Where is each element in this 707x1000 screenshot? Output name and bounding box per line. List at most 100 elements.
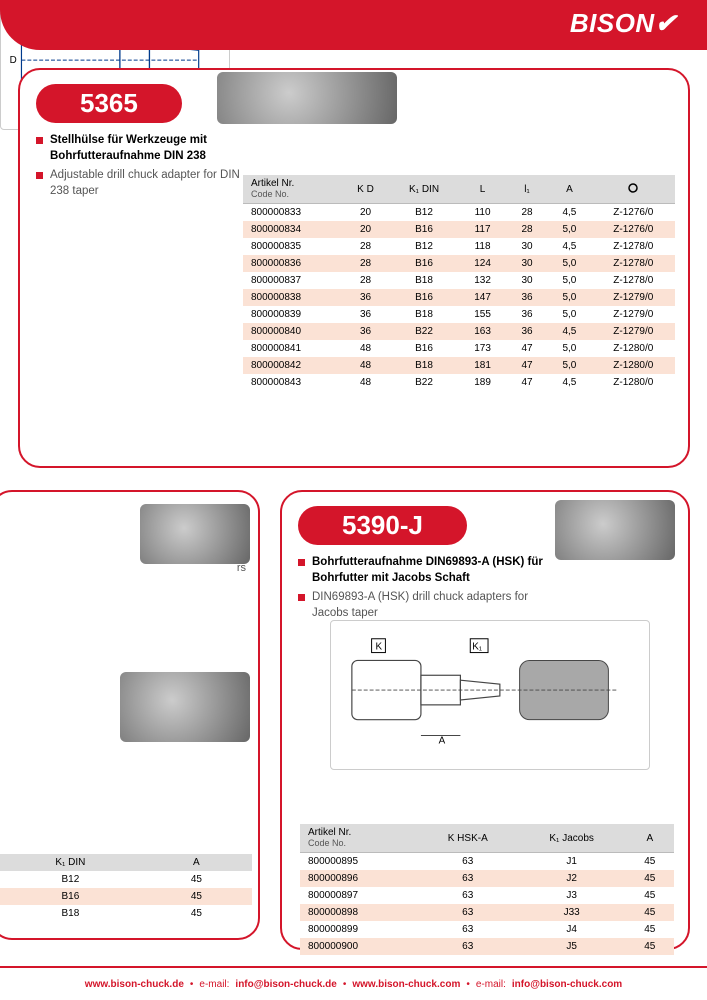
table-cell: B18 — [390, 357, 458, 374]
product-photo-partial-top — [140, 504, 250, 564]
table-5365: Artikel Nr. Code No. K D K₁ DIN L l₁ A 8… — [243, 175, 675, 391]
table-cell: B16 — [390, 255, 458, 272]
col-artikel: Artikel Nr. Code No. — [300, 824, 418, 853]
table-cell: 4,5 — [547, 238, 591, 255]
table-cell: 800000897 — [300, 887, 418, 904]
col-A: A — [141, 854, 252, 871]
table-cell: 5,0 — [547, 272, 591, 289]
footer-site2[interactable]: www.bison-chuck.com — [352, 979, 460, 990]
product-photo-5365 — [217, 72, 397, 124]
table-cell: 20 — [341, 221, 390, 238]
table-cell: 118 — [458, 238, 507, 255]
table-cell: 5,0 — [547, 357, 591, 374]
table-cell: 45 — [626, 870, 674, 887]
table-cell: 30 — [507, 238, 547, 255]
footer-email1[interactable]: info@bison-chuck.de — [235, 979, 336, 990]
table-cell: 47 — [507, 357, 547, 374]
bullet-icon — [298, 559, 305, 566]
table-cell: B16 — [390, 289, 458, 306]
table-cell: B18 — [0, 905, 141, 922]
table-row: B1645 — [0, 888, 252, 905]
desc-de: Stellhülse für Werkzeuge mit Bohrfuttera… — [50, 133, 260, 164]
table-cell: Z-1276/0 — [592, 204, 675, 222]
table-cell: 4,5 — [547, 374, 591, 391]
table-cell: 147 — [458, 289, 507, 306]
table-cell: 5,0 — [547, 340, 591, 357]
col-k1din: K₁ DIN — [390, 175, 458, 204]
table-cell: Z-1279/0 — [592, 306, 675, 323]
table-row: 80000089763J345 — [300, 887, 674, 904]
table-cell: 28 — [507, 221, 547, 238]
footer-site1[interactable]: www.bison-chuck.de — [85, 979, 184, 990]
table-row: 80000084148B16173475,0Z-1280/0 — [243, 340, 675, 357]
table-cell: 800000836 — [243, 255, 341, 272]
table-cell: 48 — [341, 357, 390, 374]
table-cell: 28 — [341, 255, 390, 272]
table-cell: 36 — [507, 289, 547, 306]
svg-text:D: D — [10, 55, 17, 66]
brand-swoosh-icon: ✔ — [655, 8, 677, 38]
table-5390j: Artikel Nr. Code No. K HSK-A K₁ Jacobs A… — [300, 824, 674, 955]
table-cell: 48 — [341, 374, 390, 391]
table-cell: B16 — [0, 888, 141, 905]
bullet-icon: • — [466, 979, 470, 990]
table-row: 80000083628B16124305,0Z-1278/0 — [243, 255, 675, 272]
table-cell: Z-1280/0 — [592, 374, 675, 391]
table-cell: 181 — [458, 357, 507, 374]
section-number-badge: 5390-J — [298, 506, 467, 545]
table-row: 80000083320B12110284,5Z-1276/0 — [243, 204, 675, 222]
table-cell: 36 — [507, 306, 547, 323]
table-cell: 4,5 — [547, 323, 591, 340]
table-cell: 36 — [341, 323, 390, 340]
table-cell: 800000834 — [243, 221, 341, 238]
table-cell: 45 — [626, 921, 674, 938]
table-row: 80000089963J445 — [300, 921, 674, 938]
col-A: A — [547, 175, 591, 204]
table-cell: J4 — [518, 921, 626, 938]
table-row: 80000089663J245 — [300, 870, 674, 887]
desc-en: Adjustable drill chuck adapter for DIN 2… — [50, 168, 260, 199]
table-cell: 63 — [418, 904, 518, 921]
table-cell: 36 — [507, 323, 547, 340]
table-row: 80000083420B16117285,0Z-1276/0 — [243, 221, 675, 238]
table-cell: 800000898 — [300, 904, 418, 921]
table-cell: Z-1278/0 — [592, 272, 675, 289]
table-cell: 47 — [507, 374, 547, 391]
col-kd: K D — [341, 175, 390, 204]
table-cell: 47 — [507, 340, 547, 357]
table-row: B1245 — [0, 871, 252, 888]
table-cell: 36 — [341, 306, 390, 323]
bullet-icon: • — [343, 979, 347, 990]
footer-email2[interactable]: info@bison-chuck.com — [512, 979, 622, 990]
table-cell: 63 — [418, 887, 518, 904]
table-cell: B18 — [390, 272, 458, 289]
col-L: L — [458, 175, 507, 204]
col-k1din: K₁ DIN — [0, 854, 141, 871]
technical-diagram-5390j: K K₁ A — [330, 620, 650, 770]
table-cell: 63 — [418, 853, 518, 871]
table-cell: B22 — [390, 323, 458, 340]
table-row: 80000083836B16147365,0Z-1279/0 — [243, 289, 675, 306]
svg-text:K: K — [376, 642, 383, 653]
table-row: 80000089863J3345 — [300, 904, 674, 921]
table-cell: J33 — [518, 904, 626, 921]
table-cell: J5 — [518, 938, 626, 955]
col-khsk: K HSK-A — [418, 824, 518, 853]
table-cell: Z-1279/0 — [592, 289, 675, 306]
table-cell: 48 — [341, 340, 390, 357]
bullet-icon — [36, 172, 43, 179]
table-cell: 189 — [458, 374, 507, 391]
table-cell: Z-1280/0 — [592, 340, 675, 357]
bullet-icon: • — [190, 979, 194, 990]
product-photo-5390j — [555, 500, 675, 560]
table-cell: 800000839 — [243, 306, 341, 323]
table-cell: Z-1280/0 — [592, 357, 675, 374]
table-cell: B12 — [390, 204, 458, 222]
col-l1: l₁ — [507, 175, 547, 204]
desc-item-en: DIN69893-A (HSK) drill chuck adapters fo… — [298, 590, 672, 621]
table-row: 80000084248B18181475,0Z-1280/0 — [243, 357, 675, 374]
table-cell: 132 — [458, 272, 507, 289]
table-cell: 800000899 — [300, 921, 418, 938]
table-row: 80000090063J545 — [300, 938, 674, 955]
desc-item-de: Stellhülse für Werkzeuge mit Bohrfuttera… — [36, 133, 672, 164]
